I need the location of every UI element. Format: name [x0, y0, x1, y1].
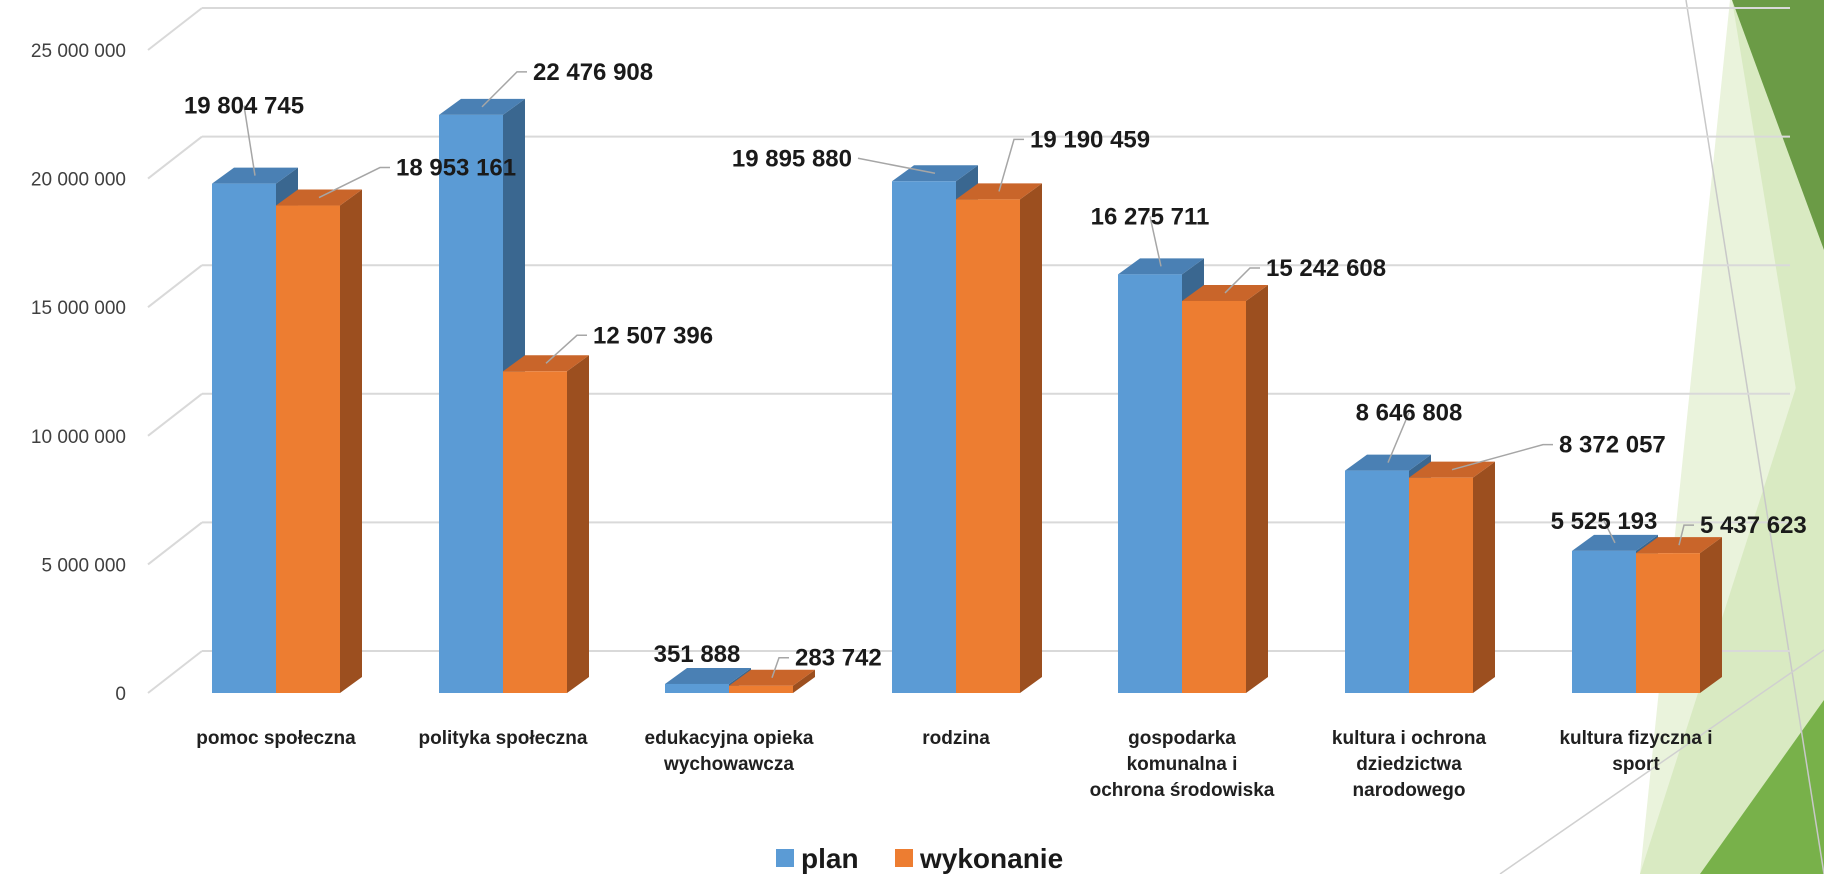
leader-line: [1451, 443, 1553, 471]
bar-wykonanie: [1409, 477, 1473, 693]
x-category-label: rodzina: [922, 728, 990, 749]
y-tick-label: 15 000 000: [31, 298, 126, 319]
data-label: 19 804 745: [184, 93, 304, 120]
decor-line: [1499, 649, 1824, 874]
bar-side: [1020, 183, 1042, 694]
data-labels: 19 804 745 18 953 161 22 476 908 12 507 396…: [184, 59, 1807, 678]
bar-wykonanie: [956, 199, 1020, 694]
data-label: 15 242 608: [1266, 255, 1386, 282]
leader-line: [318, 166, 390, 199]
bar-side: [1473, 461, 1495, 693]
x-category-label: kultura fizyczna i sport: [1559, 728, 1712, 775]
gridline-slant: [147, 7, 203, 51]
gridline-slant: [147, 264, 203, 308]
leader-line: [1224, 267, 1260, 294]
decor-shape: [1700, 700, 1824, 874]
data-label: 8 646 808: [1356, 400, 1463, 427]
bar-side: [1700, 537, 1722, 693]
x-category-label: pomoc społeczna: [196, 728, 356, 749]
bar-plan: [212, 183, 276, 694]
leader-line: [481, 71, 527, 108]
bar-plan: [892, 181, 956, 694]
gridline-slant: [147, 135, 203, 180]
gridline-slant: [147, 393, 203, 437]
bar-side: [1246, 284, 1268, 693]
x-axis-labels: pomoc społeczna polityka społeczna edukacy…: [196, 728, 1712, 801]
leader-line: [1603, 520, 1616, 544]
data-label: 19 895 880: [732, 145, 852, 172]
y-tick-label: 5 000 000: [41, 555, 126, 576]
bar-side: [340, 189, 362, 693]
bar-plan: [439, 114, 503, 694]
leader-line: [1678, 524, 1694, 546]
data-label: 5 437 623: [1700, 512, 1807, 539]
legend-label-plan: plan: [801, 843, 859, 874]
bar-wykonanie: [276, 205, 340, 693]
y-tick-label: 10 000 000: [31, 427, 126, 448]
data-label: 19 190 459: [1030, 126, 1150, 153]
bar-side: [567, 355, 589, 693]
bar-wykonanie: [503, 371, 567, 693]
bar-wykonanie: [1182, 300, 1246, 693]
data-label: 5 525 193: [1551, 508, 1658, 535]
bar-side: [793, 669, 815, 693]
y-tick-label: 25 000 000: [31, 41, 126, 62]
bars: [212, 98, 1722, 694]
data-label: 18 953 161: [396, 155, 516, 182]
legend: plan wykonanie: [776, 843, 1063, 874]
y-tick-label: 20 000 000: [31, 170, 126, 191]
x-category-label: gospodarka komunalna i ochrona środowiska: [1090, 728, 1275, 801]
data-label: 283 742: [795, 645, 882, 672]
data-label: 351 888: [654, 641, 741, 668]
bar-top: [665, 667, 751, 684]
decor-line: [1685, 0, 1824, 874]
decor-shape: [1640, 300, 1824, 874]
bar-plan: [1572, 550, 1636, 693]
bar-plan: [665, 683, 729, 693]
data-label: 22 476 908: [533, 59, 653, 86]
leader-line: [1149, 216, 1162, 267]
leader-line: [998, 138, 1024, 192]
bar-plan: [1118, 274, 1182, 693]
data-label: 8 372 057: [1559, 432, 1666, 459]
leader-line: [771, 656, 789, 678]
x-category-label: kultura i ochrona dziedzictwa narodowego: [1332, 728, 1487, 801]
data-label: 16 275 711: [1091, 203, 1210, 230]
data-label: 12 507 396: [593, 322, 713, 349]
leader-line: [243, 105, 256, 176]
x-category-label: edukacyjna opieka wychowawcza: [645, 728, 814, 775]
leader-line: [857, 157, 936, 175]
gridline-slant: [147, 650, 203, 694]
bar-wykonanie: [1636, 553, 1700, 693]
x-category-label: polityka społeczna: [419, 728, 588, 749]
bar-wykonanie: [729, 685, 793, 693]
gridline-slant: [147, 521, 203, 566]
leader-line: [545, 334, 587, 364]
leader-line: [1387, 412, 1410, 463]
y-tick-label: 0: [115, 684, 126, 705]
decor-shape: [1732, 0, 1824, 250]
legend-label-wykonanie: wykonanie: [919, 843, 1063, 874]
bar-plan: [1345, 470, 1409, 693]
y-axis-ticks: 0 5 000 000 10 000 000 15 000 000 20 000 000…: [31, 41, 126, 705]
legend-swatch-wykonanie: [895, 849, 913, 867]
legend-swatch-plan: [776, 849, 794, 867]
